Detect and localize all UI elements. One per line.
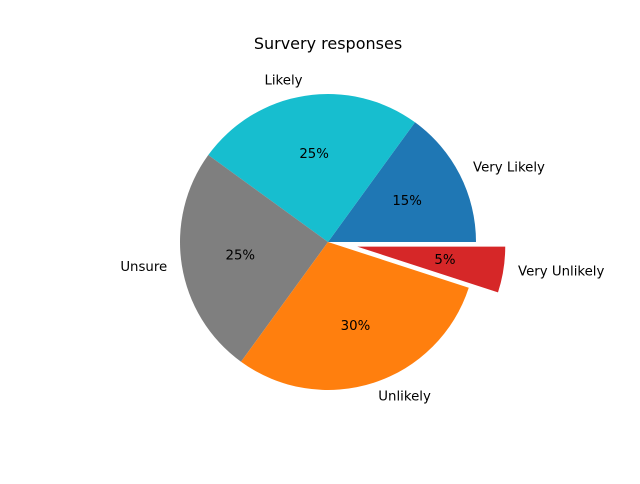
pie-slice-likely	[208, 94, 415, 243]
category-label-very-likely: Very Likely	[473, 161, 545, 176]
category-label-likely: Likely	[264, 74, 302, 89]
category-label-very-unlikely: Very Unlikely	[518, 265, 604, 280]
pie-slices	[179, 94, 506, 391]
pie-slice-unlikely	[241, 242, 469, 391]
pie-labels: Very Likely 15% Likely 25% Unsure 25% Unlikely…	[120, 74, 604, 405]
pie-slice-very-unlikely	[357, 246, 506, 293]
percent-label-very-unlikely: 5%	[434, 253, 455, 268]
percent-label-very-likely: 15%	[392, 194, 422, 209]
category-label-unlikely: Unlikely	[378, 389, 431, 404]
category-label-unsure: Unsure	[120, 260, 167, 275]
percent-label-unlikely: 30%	[341, 319, 371, 334]
percent-label-unsure: 25%	[226, 248, 256, 263]
pie-slice-very-likely	[328, 122, 476, 242]
chart-title: Survery responses	[254, 34, 402, 53]
percent-label-likely: 25%	[299, 147, 329, 162]
pie-slice-unsure	[179, 155, 328, 362]
